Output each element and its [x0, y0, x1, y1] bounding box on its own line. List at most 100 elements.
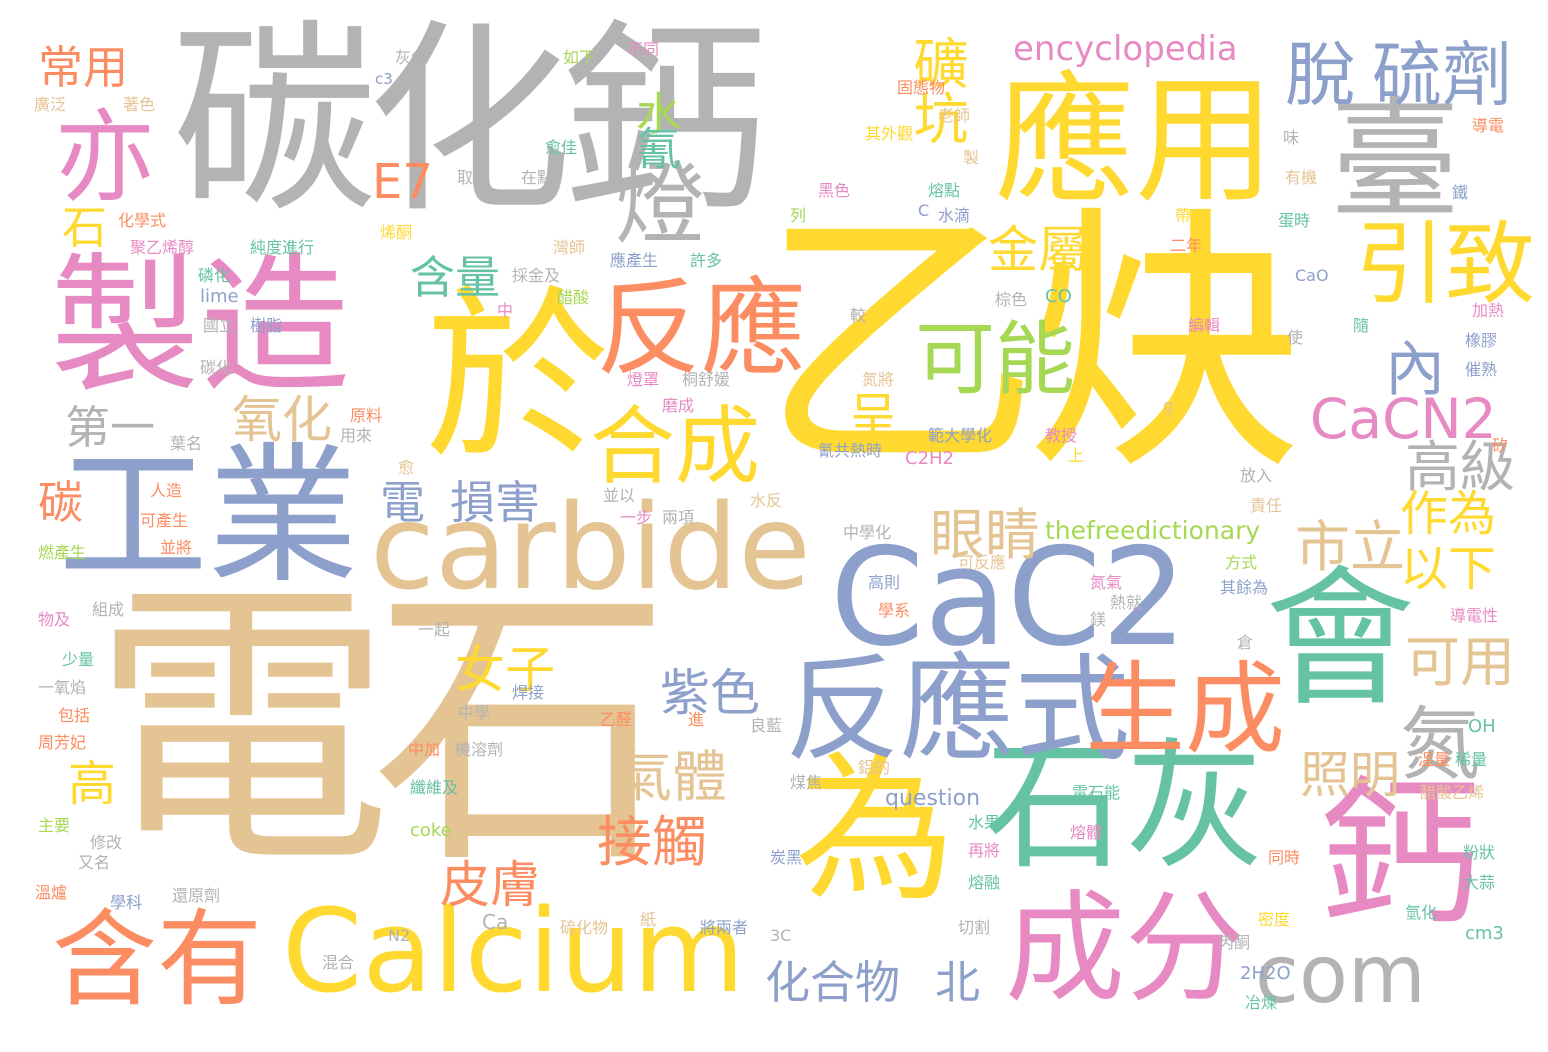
word-水反: 水反 — [750, 491, 783, 510]
word-將兩者: 將兩者 — [700, 918, 749, 937]
word-固態物: 固態物 — [897, 78, 946, 97]
word-乙醛: 乙醛 — [600, 710, 633, 729]
word-可能: 可能 — [915, 313, 1075, 406]
word-責任: 責任 — [1250, 496, 1283, 515]
word-市立: 市立 — [1295, 515, 1406, 579]
word-愈: 愈 — [398, 458, 415, 477]
word-OH: OH — [1468, 716, 1496, 737]
word-醋酸: 醋酸 — [557, 288, 590, 307]
word-纖維及: 纖維及 — [410, 778, 459, 797]
word-鋁的: 鋁的 — [858, 758, 891, 777]
word-金屬: 金屬 — [988, 221, 1088, 279]
word-廣泛: 廣泛 — [34, 95, 67, 114]
word-有機: 有機 — [1285, 168, 1318, 187]
word-應用: 應用 — [995, 60, 1276, 223]
word-可產生: 可產生 — [140, 511, 189, 530]
word-鈣: 鈣 — [1320, 761, 1481, 948]
word-臺: 臺 — [1330, 84, 1461, 236]
word-電: 電 — [380, 476, 426, 529]
word-thefreedictionary: thefreedictionary — [1045, 516, 1261, 545]
word-電石: 電石 — [92, 555, 672, 904]
word-石灰: 石灰 — [985, 726, 1266, 889]
word-熔點: 熔點 — [928, 181, 961, 200]
word-亦: 亦 — [55, 99, 155, 216]
word-水滴: 水滴 — [938, 206, 971, 225]
word-北: 北 — [935, 956, 981, 1009]
word-使: 使 — [1287, 328, 1304, 347]
word-損害: 損害 — [450, 476, 541, 529]
word-紙: 紙 — [640, 910, 657, 929]
word-cm3: cm3 — [1465, 923, 1504, 944]
word-含有: 含有 — [52, 899, 263, 1021]
word-脫: 脫 — [1285, 34, 1355, 116]
word-Ca: Ca — [482, 910, 509, 934]
word-電石能: 電石能 — [1072, 783, 1121, 802]
word-製: 製 — [963, 148, 980, 167]
word-導電性: 導電性 — [1450, 606, 1499, 625]
word-聚乙烯醇: 聚乙烯醇 — [130, 238, 195, 257]
word-再將: 再將 — [968, 841, 1001, 860]
word-樹脂: 樹脂 — [250, 316, 283, 335]
word-範大學化: 範大學化 — [928, 426, 993, 445]
word-愈佳: 愈佳 — [545, 138, 578, 157]
word-取: 取 — [457, 168, 474, 187]
word-灣師: 灣師 — [553, 238, 586, 257]
word-Calcium: Calcium — [282, 885, 745, 1019]
word-石: 石 — [62, 201, 108, 254]
word-C2H2: C2H2 — [905, 448, 955, 469]
word-灰色: 灰色 — [395, 48, 428, 67]
word-較: 較 — [850, 306, 867, 325]
word-國立: 國立 — [203, 316, 236, 335]
word-切割: 切割 — [958, 918, 991, 937]
word-不同: 不同 — [627, 40, 660, 59]
word-含量: 含量 — [410, 251, 501, 304]
word-學系: 學系 — [878, 601, 911, 620]
word-作為: 作為 — [1400, 486, 1497, 542]
word-如下: 如下 — [563, 48, 596, 67]
word-上: 上 — [1068, 446, 1085, 465]
word-又名: 又名 — [78, 853, 111, 872]
word-氮: 氮 — [1400, 698, 1480, 791]
word-氮氣: 氮氣 — [1090, 573, 1123, 592]
word-桐舒媛: 桐舒媛 — [682, 370, 731, 389]
word-炭黑: 炭黑 — [770, 848, 803, 867]
word-味: 味 — [1283, 128, 1300, 147]
word-CaCN2: CaCN2 — [1310, 387, 1497, 451]
word-會: 會 — [1265, 553, 1416, 727]
word-氫化: 氫化 — [1405, 903, 1438, 922]
word-carbide: carbide — [370, 478, 811, 616]
word-物及: 物及 — [38, 610, 71, 629]
word-在點: 在點 — [521, 168, 554, 187]
word-燈: 燈 — [615, 152, 705, 257]
word-CaO: CaO — [1295, 266, 1329, 285]
word-周芳妃: 周芳妃 — [38, 733, 87, 752]
word-c3: c3 — [375, 70, 393, 88]
word-碳化鈣: 碳化鈣 — [172, 3, 767, 241]
word-中加: 中加 — [408, 740, 441, 759]
word-燈罩: 燈罩 — [627, 370, 660, 389]
word-氰: 氰 — [628, 125, 681, 170]
word-編輯: 編輯 — [1188, 316, 1221, 335]
word-lime: lime — [200, 286, 239, 307]
word-一步: 一步 — [620, 508, 653, 527]
word-高級: 高級 — [1405, 435, 1516, 499]
word-主要: 主要 — [38, 816, 71, 835]
word-純度進行: 純度進行 — [250, 238, 315, 257]
word-紫色: 紫色 — [660, 664, 760, 722]
word-女子: 女子 — [455, 641, 555, 699]
word-question: question — [885, 786, 981, 811]
word-硫化物: 硫化物 — [560, 918, 609, 937]
word-呈: 呈 — [848, 388, 898, 446]
word-還原劑: 還原劑 — [172, 886, 221, 905]
word-催熟: 催熟 — [1465, 360, 1498, 379]
word-C: C — [918, 201, 930, 220]
word-成分: 成分 — [1005, 880, 1245, 1019]
word-粉狀: 粉狀 — [1463, 843, 1496, 862]
word-列: 列 — [790, 206, 807, 225]
word-焊接: 焊接 — [512, 683, 545, 702]
word-含: 含 — [383, 90, 400, 109]
word-矽: 矽 — [1492, 436, 1509, 455]
word-照明: 照明 — [1300, 746, 1400, 804]
word-一氧焰: 一氧焰 — [38, 678, 87, 697]
word-溫量: 溫量 — [1418, 750, 1451, 769]
